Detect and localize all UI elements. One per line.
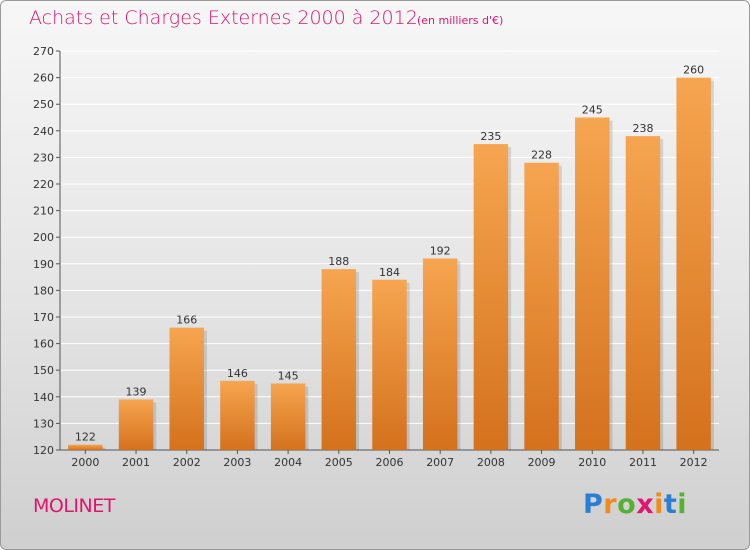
data-label: 192 xyxy=(430,244,451,257)
y-tick-label: 140 xyxy=(33,391,54,404)
y-tick-label: 160 xyxy=(33,338,54,351)
logo-letter: P xyxy=(583,489,604,520)
y-tick-label: 120 xyxy=(33,444,54,457)
bar xyxy=(676,77,711,450)
commune-name: MOLINET xyxy=(33,495,115,517)
bar xyxy=(321,269,357,450)
chart-subtitle: (en milliers d'€) xyxy=(417,14,504,27)
bar xyxy=(473,144,509,450)
logo-letter: x xyxy=(636,489,655,520)
bar xyxy=(118,399,154,450)
x-tick-label: 2003 xyxy=(223,456,251,469)
data-label: 188 xyxy=(328,255,349,268)
x-tick-label: 2006 xyxy=(376,456,404,469)
bar xyxy=(372,279,407,450)
bar xyxy=(270,383,306,450)
y-tick-label: 190 xyxy=(33,258,54,271)
y-tick-label: 250 xyxy=(33,98,54,111)
y-tick-label: 170 xyxy=(33,311,54,324)
data-label: 145 xyxy=(278,370,299,383)
logo-letter: o xyxy=(617,489,637,520)
y-tick-label: 210 xyxy=(33,205,54,218)
y-tick-label: 270 xyxy=(33,45,54,58)
x-tick-label: 2010 xyxy=(578,456,606,469)
x-tick-label: 2011 xyxy=(629,456,657,469)
data-label: 166 xyxy=(176,314,197,327)
bars xyxy=(68,77,714,450)
logo-letter: i xyxy=(654,489,664,520)
logo-letter: t xyxy=(663,489,678,520)
logo-letter: i xyxy=(677,489,688,520)
data-label: 184 xyxy=(379,266,400,279)
data-label: 122 xyxy=(75,431,96,444)
bar xyxy=(422,258,458,450)
data-label: 235 xyxy=(480,130,501,143)
y-tick-label: 220 xyxy=(33,178,54,191)
bar xyxy=(575,117,610,450)
x-tick-label: 2004 xyxy=(274,456,302,469)
y-tick-label: 260 xyxy=(33,72,54,85)
x-tick-label: 2007 xyxy=(426,456,454,469)
x-tick-label: 2001 xyxy=(122,456,150,469)
chart-title: Achats et Charges Externes 2000 à 2012 xyxy=(29,7,418,29)
x-tick-label: 2002 xyxy=(173,456,201,469)
y-tick-label: 130 xyxy=(33,417,54,430)
data-label: 228 xyxy=(531,149,552,162)
bar xyxy=(68,444,103,450)
data-label: 146 xyxy=(227,367,248,380)
logo-letter: r xyxy=(603,489,618,520)
bar xyxy=(220,380,255,450)
y-tick-label: 180 xyxy=(33,284,54,297)
y-tick-label: 200 xyxy=(33,231,54,244)
x-tick-label: 2008 xyxy=(477,456,505,469)
y-tick-label: 150 xyxy=(33,364,54,377)
data-label: 260 xyxy=(683,64,704,77)
bar xyxy=(524,162,559,450)
y-tick-label: 230 xyxy=(33,151,54,164)
x-tick-label: 2000 xyxy=(71,456,99,469)
data-label: 245 xyxy=(582,104,603,117)
labels: 120 130 140 150 160 170 180 190 200 210 220 230 240 2… xyxy=(33,45,708,469)
data-label: 139 xyxy=(126,385,147,398)
bar xyxy=(625,136,661,450)
x-tick-label: 2012 xyxy=(680,456,708,469)
data-label: 238 xyxy=(632,122,653,135)
bar xyxy=(169,327,204,450)
proxiti-logo: Proxiti xyxy=(583,489,687,520)
y-tick-label: 240 xyxy=(33,125,54,138)
x-tick-label: 2005 xyxy=(325,456,353,469)
x-tick-label: 2009 xyxy=(528,456,556,469)
